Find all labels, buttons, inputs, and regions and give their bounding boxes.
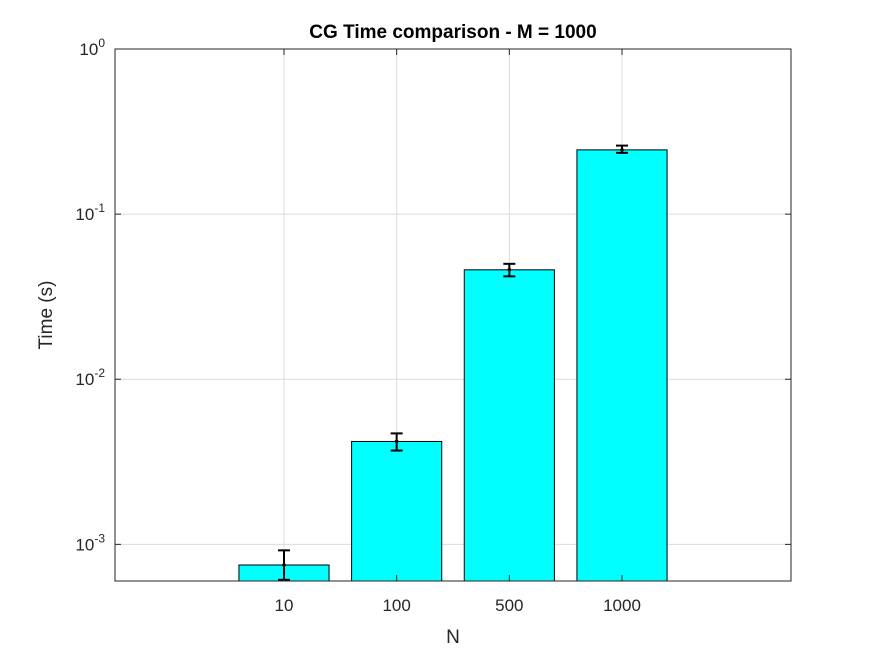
error-bar bbox=[503, 262, 516, 278]
x-tick-label: 10 bbox=[275, 596, 294, 615]
error-bar-center bbox=[620, 148, 624, 152]
x-tick-label: 500 bbox=[495, 596, 523, 615]
error-bar-center bbox=[507, 268, 512, 272]
y-tick-label: 10-2 bbox=[75, 366, 105, 389]
bar bbox=[351, 440, 443, 582]
error-bars bbox=[278, 144, 628, 581]
x-tick-labels: 10 100 500 1000 bbox=[275, 596, 641, 615]
x-axis-label: N bbox=[446, 627, 460, 648]
y-tick-labels: 10-3 10-2 10-1 100 bbox=[75, 36, 105, 554]
plot-frame bbox=[114, 48, 792, 582]
bars bbox=[238, 149, 668, 582]
bar bbox=[576, 149, 668, 582]
x-tick-label: 1000 bbox=[603, 596, 641, 615]
plot-area bbox=[115, 49, 791, 581]
x-tick-label: 100 bbox=[382, 596, 410, 615]
y-tick-label: 10-3 bbox=[75, 531, 105, 554]
error-bar-center bbox=[394, 439, 399, 444]
error-bar bbox=[390, 432, 403, 452]
bar bbox=[463, 269, 555, 582]
y-tick-label: 10-1 bbox=[75, 201, 105, 224]
chart-title: CG Time comparison - M = 1000 bbox=[309, 22, 596, 43]
ticks bbox=[115, 48, 791, 581]
y-axis-label: Time (s) bbox=[36, 281, 57, 350]
y-tick-label: 100 bbox=[79, 36, 105, 59]
error-bar bbox=[616, 144, 628, 154]
error-bar-center bbox=[282, 563, 286, 567]
